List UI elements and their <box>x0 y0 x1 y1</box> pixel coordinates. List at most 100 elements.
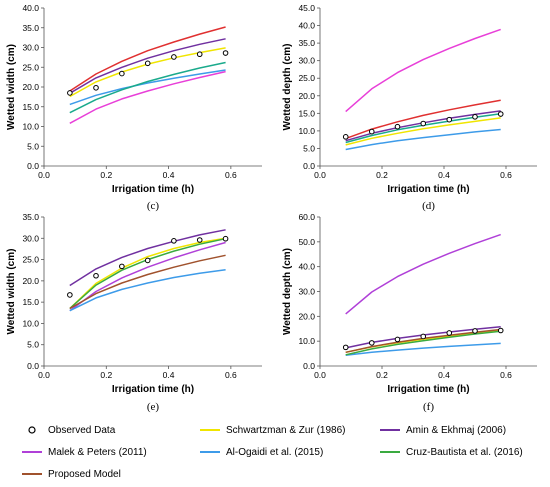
panel-label: (c) <box>147 200 160 212</box>
y-tick-label: 25.0 <box>298 73 315 83</box>
y-tick-label: 0.0 <box>27 161 39 171</box>
y-tick-label: 40.0 <box>298 21 315 31</box>
observed-data-point <box>394 123 401 130</box>
series-line <box>345 28 501 113</box>
observed-data-point <box>472 328 478 334</box>
y-tick-label: 25.0 <box>22 255 39 265</box>
x-tick-label: 0.4 <box>438 170 450 180</box>
x-axis-title: Irrigation time (h) <box>387 184 469 195</box>
observed-data-point <box>368 340 375 346</box>
x-tick-label: 0.6 <box>225 370 237 380</box>
series-line <box>69 38 226 94</box>
observed-data-point <box>67 90 73 96</box>
y-tick-label: 30.0 <box>298 287 315 297</box>
y-tick-label: 15.0 <box>22 297 39 307</box>
y-tick-label: 20.0 <box>298 311 315 321</box>
observed-data-point <box>420 120 427 127</box>
y-tick-label: 35.0 <box>298 38 315 48</box>
observed-data-point <box>342 134 349 140</box>
x-tick-label: 0.6 <box>225 170 237 180</box>
x-tick-label: 0.2 <box>376 370 388 380</box>
x-tick-label: 0.0 <box>38 370 50 380</box>
series-line <box>69 26 226 92</box>
y-tick-label: 45.0 <box>298 3 315 13</box>
x-tick-label: 0.0 <box>38 170 50 180</box>
series-line <box>345 330 501 356</box>
y-tick-label: 5.0 <box>27 340 39 350</box>
y-tick-label: 15.0 <box>22 102 39 112</box>
x-tick-label: 0.4 <box>438 370 450 380</box>
legend-label: Cruz-Bautista et al. (2016) <box>406 447 523 458</box>
y-tick-label: 40.0 <box>298 262 315 272</box>
series-line <box>69 61 226 114</box>
y-tick-label: 35.0 <box>22 212 39 222</box>
series-line <box>69 241 226 312</box>
legend-label: Observed Data <box>48 425 116 436</box>
y-tick-label: 10.0 <box>298 336 315 346</box>
observed-data-point <box>144 60 151 67</box>
x-tick-label: 0.2 <box>100 170 112 180</box>
y-tick-label: 10.0 <box>22 318 39 328</box>
series-line <box>345 128 501 151</box>
x-tick-label: 0.2 <box>376 170 388 180</box>
observed-data-point <box>446 116 453 123</box>
series-line <box>345 233 501 315</box>
series-line <box>69 254 226 310</box>
observed-data-point <box>497 327 504 334</box>
y-tick-label: 15.0 <box>298 108 315 118</box>
x-tick-label: 0.6 <box>500 370 512 380</box>
panel-label: (f) <box>423 401 434 413</box>
x-axis-title: Irrigation time (h) <box>112 384 194 395</box>
y-tick-label: 60.0 <box>298 212 315 222</box>
legend-label: Proposed Model <box>48 469 121 480</box>
legend-label: Schwartzman & Zur (1986) <box>226 425 346 436</box>
x-axis-title: Irrigation time (h) <box>387 384 469 395</box>
panel-label: (e) <box>147 401 160 413</box>
observed-data-point <box>93 272 99 279</box>
legend-observed-marker <box>28 426 36 434</box>
series-line <box>69 69 226 106</box>
x-tick-label: 0.2 <box>100 370 112 380</box>
x-tick-label: 0.4 <box>163 170 175 180</box>
series-line <box>69 229 226 287</box>
x-tick-label: 0.6 <box>500 170 512 180</box>
legend-label: Al-Ogaidi et al. (2015) <box>226 447 323 458</box>
x-tick-label: 0.4 <box>163 370 175 380</box>
series-line <box>69 269 226 312</box>
observed-data-point <box>93 84 99 91</box>
y-tick-label: 40.0 <box>22 3 39 13</box>
y-tick-label: 5.0 <box>303 143 315 153</box>
legend-label: Malek & Peters (2011) <box>48 447 147 458</box>
y-axis-title: Wetted depth (cm) <box>282 248 293 335</box>
observed-data-point <box>119 70 125 77</box>
y-tick-label: 10.0 <box>22 122 39 132</box>
y-tick-label: 20.0 <box>22 276 39 286</box>
observed-data-point <box>394 336 401 343</box>
observed-data-point <box>368 128 375 135</box>
y-tick-label: 35.0 <box>22 23 39 33</box>
chart-panel: 0.0 10.0 20.0 30.0 40.0 50.0 60.0 0.0 0.2 0.4 0.6 I… <box>282 212 537 413</box>
observed-data-point <box>67 292 73 298</box>
observed-data-point <box>472 114 478 120</box>
y-tick-label: 30.0 <box>22 233 39 243</box>
x-tick-label: 0.0 <box>314 370 326 380</box>
legend-label: Amin & Ekhmaj (2006) <box>406 425 506 436</box>
y-axis-title: Wetted width (cm) <box>6 249 17 335</box>
series-line <box>345 117 501 146</box>
chart-panel: 0.0 5.0 10.0 15.0 20.0 25.0 30.0 35.0 0.0 0.2 0.4 0… <box>6 212 262 413</box>
series-line <box>345 99 501 140</box>
y-tick-label: 0.0 <box>27 361 39 371</box>
series-line <box>345 342 501 357</box>
y-tick-label: 5.0 <box>27 141 39 151</box>
y-tick-label: 30.0 <box>22 43 39 53</box>
x-tick-label: 0.0 <box>314 170 326 180</box>
observed-data-point <box>497 111 504 117</box>
panel-label: (d) <box>422 200 435 212</box>
chart-panel: 0.0 5.0 10.0 15.0 20.0 25.0 30.0 35.0 40.0 0.0 0.2… <box>6 3 262 212</box>
observed-data-point <box>420 333 427 340</box>
legend: Observed Data Schwartzman & Zur (1986) Ami… <box>22 425 523 480</box>
y-tick-label: 20.0 <box>22 82 39 92</box>
observed-data-point <box>342 344 349 351</box>
observed-data-point <box>222 50 229 56</box>
observed-data-point <box>222 235 229 242</box>
